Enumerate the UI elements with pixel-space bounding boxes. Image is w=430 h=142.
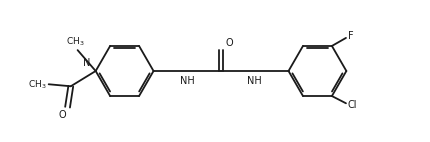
Text: F: F: [348, 31, 353, 41]
Text: CH$_3$: CH$_3$: [28, 78, 47, 90]
Text: NH: NH: [247, 76, 262, 86]
Text: CH$_3$: CH$_3$: [66, 36, 85, 48]
Text: Cl: Cl: [348, 100, 357, 110]
Text: O: O: [59, 110, 67, 120]
Text: N: N: [83, 58, 91, 68]
Text: NH: NH: [180, 76, 195, 86]
Text: O: O: [226, 38, 233, 48]
